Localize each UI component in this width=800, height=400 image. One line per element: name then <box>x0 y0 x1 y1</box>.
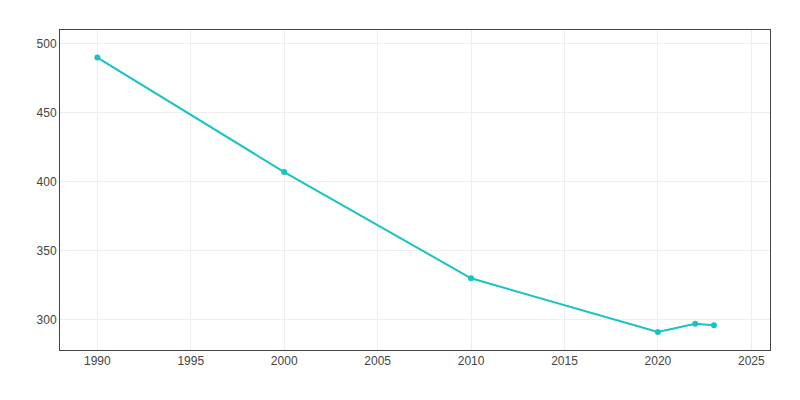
svg-text:400: 400 <box>37 175 57 189</box>
svg-text:1990: 1990 <box>84 354 111 368</box>
svg-text:2015: 2015 <box>551 354 578 368</box>
svg-text:2025: 2025 <box>738 354 765 368</box>
svg-text:2005: 2005 <box>364 354 391 368</box>
svg-text:450: 450 <box>37 106 57 120</box>
svg-text:500: 500 <box>37 37 57 51</box>
svg-text:350: 350 <box>37 244 57 258</box>
svg-text:2020: 2020 <box>645 354 672 368</box>
svg-text:2000: 2000 <box>271 354 298 368</box>
svg-text:1995: 1995 <box>177 354 204 368</box>
svg-text:2010: 2010 <box>458 354 485 368</box>
svg-text:300: 300 <box>37 313 57 327</box>
